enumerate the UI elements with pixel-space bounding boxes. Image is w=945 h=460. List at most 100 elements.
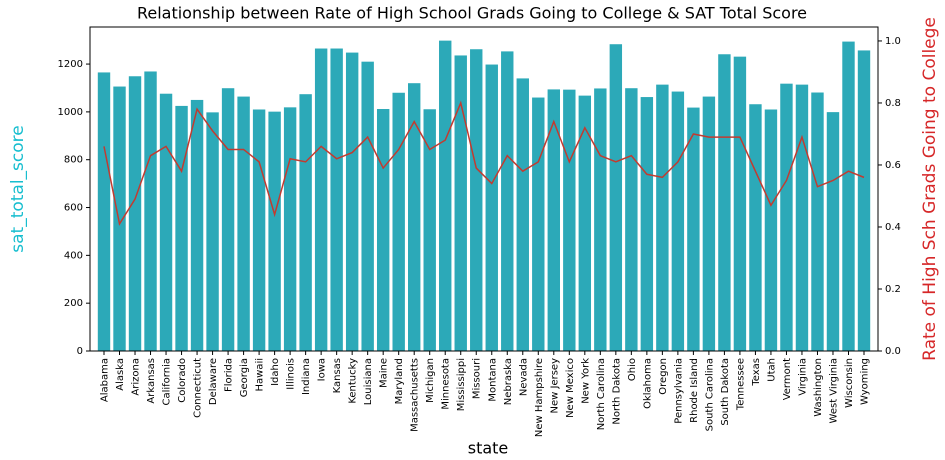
x-tick-label: Delaware	[208, 358, 219, 405]
bar	[640, 97, 654, 351]
x-tick-label: New Hampshire	[534, 358, 545, 437]
y2-tick-label: 1.0	[885, 36, 901, 47]
bar	[237, 96, 250, 351]
x-tick-label: New Mexico	[565, 358, 576, 418]
bar	[857, 50, 871, 352]
x-tick-label: Vermont	[782, 358, 793, 400]
line	[103, 100, 865, 226]
bar	[299, 94, 312, 351]
bar	[702, 96, 716, 351]
bar	[795, 84, 809, 351]
x-tick-label: Ohio	[627, 358, 638, 381]
y-tick-label: 200	[64, 298, 83, 309]
x-tick-label: Oklahoma	[642, 358, 653, 409]
bar	[749, 104, 762, 351]
plot-frame	[89, 26, 879, 352]
x-tick-label: South Dakota	[720, 358, 731, 426]
bar	[826, 112, 840, 351]
x-tick-label: Kansas	[332, 358, 343, 393]
x-tick-label: Illinois	[286, 358, 297, 390]
bar	[454, 55, 467, 351]
y-tick-label: 600	[64, 203, 83, 214]
x-tick-label: Hawaii	[255, 358, 266, 392]
bar	[470, 49, 483, 351]
bar	[532, 97, 545, 351]
bar	[283, 107, 297, 351]
bar	[144, 71, 157, 351]
x-tick-label: Wisconsin	[844, 358, 855, 408]
x-tick-label: New Jersey	[549, 358, 560, 414]
x-tick-label: Alabama	[100, 358, 111, 402]
bar	[516, 78, 529, 351]
bar	[578, 95, 592, 352]
bar	[330, 48, 343, 351]
x-tick-label: California	[162, 358, 173, 406]
x-tick-label: Iowa	[317, 358, 328, 381]
y-tick-label: 400	[64, 250, 83, 261]
x-tick-label: Connecticut	[193, 358, 204, 418]
bar	[97, 72, 111, 351]
x-tick-label: New York	[580, 358, 591, 404]
y-tick-label: 1200	[58, 59, 83, 70]
x-tick-label: South Carolina	[704, 358, 715, 431]
bar	[842, 41, 855, 352]
bar	[718, 54, 731, 352]
bar	[656, 84, 669, 351]
bar	[159, 93, 173, 351]
bar	[376, 109, 390, 351]
bar	[594, 88, 607, 352]
x-tick-label: Michigan	[425, 358, 436, 403]
x-axis-label: state	[468, 439, 509, 458]
bar	[423, 109, 436, 352]
y2-tick-label: 0.4	[885, 222, 901, 233]
x-tick-label: North Carolina	[596, 358, 607, 430]
bar	[609, 44, 623, 351]
x-tick-label: Colorado	[177, 358, 188, 403]
x-tick-label: Alaska	[115, 358, 126, 391]
bar	[671, 91, 685, 351]
x-tick-label: Minnesota	[441, 358, 452, 410]
x-tick-label: Wyoming	[860, 358, 871, 405]
bar	[439, 40, 452, 352]
y-axis-label: sat_total_score	[8, 125, 28, 253]
bar	[190, 99, 204, 351]
x-tick-label: Texas	[751, 358, 762, 387]
x-tick-label: North Dakota	[611, 358, 622, 425]
x-tick-label: Montana	[487, 358, 498, 402]
bar	[268, 111, 281, 352]
bar	[408, 83, 421, 351]
x-tick-label: Arizona	[131, 358, 142, 396]
bar	[687, 107, 700, 352]
bar	[485, 64, 498, 352]
x-tick-label: Rhode Island	[689, 358, 700, 423]
bar	[392, 92, 405, 351]
x-tick-label: Arkansas	[146, 358, 157, 404]
y2-axis-label: Rate of High Sch Grads Going to College	[920, 17, 940, 361]
bar	[547, 89, 560, 351]
x-tick-label: Maine	[379, 358, 390, 388]
y2-tick-label: 0.2	[885, 284, 901, 295]
x-tick-label: Oregon	[658, 358, 669, 395]
y-tick-label: 1000	[58, 107, 83, 118]
x-tick-label: Missouri	[472, 358, 483, 399]
x-tick-label: Pennsylvania	[673, 358, 684, 424]
bar	[206, 112, 219, 352]
x-tick-label: Nevada	[518, 358, 529, 396]
x-tick-label: Utah	[766, 358, 777, 382]
x-tick-label: Washington	[813, 358, 824, 417]
bar	[345, 52, 359, 352]
bar	[563, 89, 576, 351]
bar	[733, 56, 747, 352]
x-tick-label: Georgia	[239, 358, 250, 397]
x-tick-label: Louisiana	[363, 358, 374, 405]
y2-tick-label: 0.8	[885, 98, 901, 109]
x-tick-label: Tennessee	[735, 358, 746, 411]
x-tick-label: Massachusetts	[410, 358, 421, 432]
x-tick-label: Indiana	[301, 358, 312, 395]
x-tick-label: West Virginia	[828, 358, 839, 423]
chart-title: Relationship between Rate of High School…	[137, 4, 807, 23]
x-tick-label: Maryland	[394, 358, 405, 404]
bar	[113, 86, 126, 351]
x-tick-label: Nebraska	[503, 358, 514, 405]
